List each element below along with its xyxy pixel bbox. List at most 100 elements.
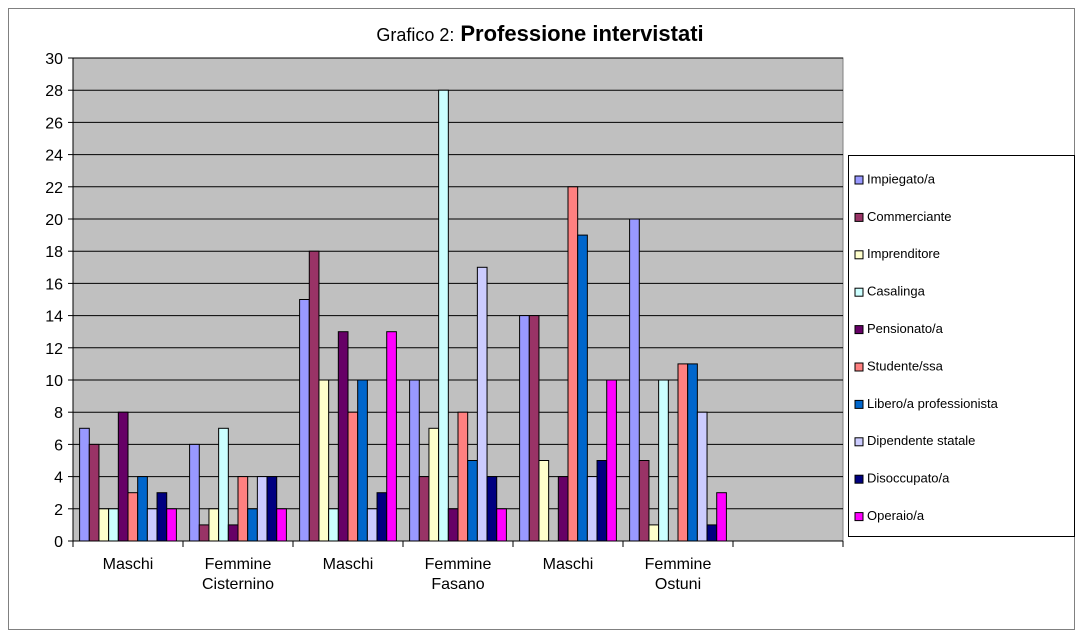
bar (567, 186, 579, 542)
bar (357, 379, 368, 542)
bar (166, 508, 177, 542)
legend-swatch (854, 512, 864, 522)
bar (457, 411, 469, 542)
bar (237, 476, 249, 542)
bar (318, 379, 330, 542)
bar (538, 460, 550, 542)
bar (156, 492, 168, 542)
y-tick-label: 18 (45, 244, 63, 261)
bar (428, 427, 440, 542)
x-tick-label: Maschi (323, 556, 374, 573)
bar (227, 524, 239, 542)
bar (687, 363, 698, 542)
y-tick-label: 22 (45, 180, 63, 197)
legend-swatch (854, 399, 864, 409)
bar (528, 315, 540, 542)
legend-label: Operaio/a (867, 508, 925, 523)
bar (208, 508, 220, 542)
x-tick-label: Femmine Cisternino (202, 556, 274, 593)
y-tick-label: 20 (45, 212, 63, 229)
y-tick-label: 10 (45, 373, 63, 390)
bar (247, 508, 258, 542)
bar (586, 476, 598, 542)
bar (677, 363, 689, 542)
bar (337, 331, 349, 542)
y-tick-label: 6 (54, 437, 63, 454)
bar (146, 508, 158, 542)
y-tick-label: 28 (45, 83, 63, 100)
bar (127, 492, 139, 542)
bar (447, 508, 459, 542)
bar (276, 508, 287, 542)
legend-label: Studente/ssa (867, 358, 944, 373)
bar (189, 443, 200, 542)
x-tick-label: Maschi (103, 556, 154, 573)
bar (308, 250, 320, 542)
bar (108, 508, 119, 542)
legend-label: Disoccupato/a (867, 471, 950, 486)
bar (577, 234, 588, 542)
bar (117, 411, 129, 542)
legend-box (848, 155, 1075, 537)
x-tick-label: Femmine Ostuni (645, 556, 712, 593)
y-tick-label: 30 (45, 51, 63, 68)
chart-title: Grafico 2: Professione intervistati (376, 21, 703, 46)
bar (596, 460, 608, 542)
bar (376, 492, 388, 542)
legend-label: Commerciante (867, 209, 952, 224)
legend-swatch (854, 250, 864, 260)
y-tick-label: 4 (54, 470, 63, 487)
x-tick-label: Maschi (543, 556, 594, 573)
legend-label: Casalinga (867, 284, 926, 299)
bar (658, 379, 669, 542)
bar (137, 476, 148, 542)
bar (486, 476, 498, 542)
legend-label: Libero/a professionista (867, 396, 999, 411)
y-tick-label: 8 (54, 405, 63, 422)
bar (716, 492, 727, 542)
bar (519, 315, 530, 542)
bar (706, 524, 718, 542)
legend-swatch (854, 287, 864, 297)
title-prefix: Grafico 2: (376, 25, 454, 45)
y-tick-label: 0 (54, 534, 63, 551)
bar (386, 331, 397, 542)
bar (496, 508, 507, 542)
legend-label: Imprenditore (867, 246, 940, 261)
bar (256, 476, 268, 542)
y-tick-label: 16 (45, 276, 63, 293)
bar (606, 379, 617, 542)
bar (438, 89, 449, 542)
bar (418, 476, 430, 542)
y-tick-label: 14 (45, 309, 63, 326)
bar (88, 443, 100, 542)
x-tick-label: Femmine Fasano (425, 556, 492, 593)
y-tick-label: 2 (54, 502, 63, 519)
legend-swatch (854, 212, 864, 222)
legend-swatch (854, 325, 864, 335)
y-tick-label: 12 (45, 341, 63, 358)
legend-label: Dipendente statale (867, 433, 975, 448)
bar (409, 379, 420, 542)
bar (328, 508, 339, 542)
bar (299, 299, 310, 542)
bar (629, 218, 640, 542)
bar (476, 266, 488, 542)
legend-label: Pensionato/a (867, 321, 944, 336)
y-tick-label: 24 (45, 148, 63, 165)
legend-label: Impiegato/a (867, 171, 936, 186)
bar (366, 508, 378, 542)
legend-swatch (854, 437, 864, 447)
bar (347, 411, 359, 542)
y-tick-label: 26 (45, 115, 63, 132)
bar (638, 460, 650, 542)
bar (198, 524, 210, 542)
title-main: Professione intervistati (460, 21, 703, 46)
bar (696, 411, 708, 542)
bar (266, 476, 278, 542)
bar (467, 460, 478, 542)
bar (557, 476, 569, 542)
legend-swatch (854, 362, 864, 372)
legend-swatch (854, 175, 864, 185)
